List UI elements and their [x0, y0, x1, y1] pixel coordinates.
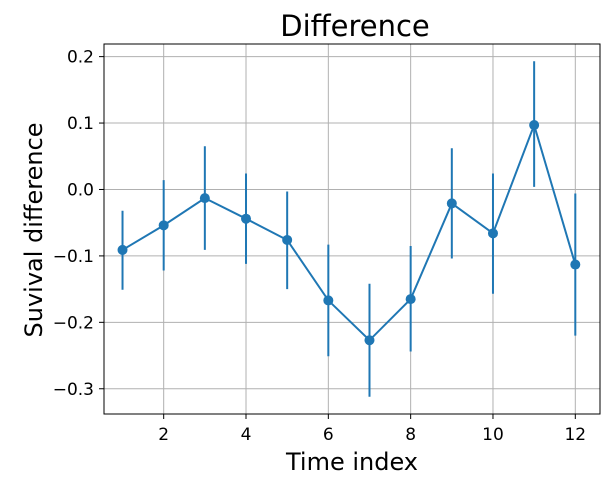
plot-frame [103, 43, 601, 415]
series-line [122, 121, 577, 342]
x-tick-label: 12 [564, 425, 586, 445]
data-point [282, 234, 293, 245]
y-tick-label: −0.2 [53, 313, 94, 333]
data-point [570, 259, 581, 270]
data-point [405, 294, 416, 305]
data-point [446, 198, 457, 209]
x-tick-label: 8 [405, 425, 416, 445]
x-tick-label: 6 [323, 425, 334, 445]
y-tick-label: 0.2 [67, 48, 94, 68]
data-point [241, 213, 252, 224]
x-axis-ticks: 2 4 6 8 10 12 [158, 414, 586, 445]
x-tick-label: 2 [158, 425, 169, 445]
grid [104, 44, 600, 414]
data-point [487, 228, 498, 239]
y-axis-label: Suvival difference [20, 122, 48, 337]
x-axis-label: Time index [285, 448, 418, 476]
data-points [117, 120, 581, 346]
y-tick-label: −0.1 [53, 247, 94, 267]
y-axis-ticks: 0.2 0.1 0.0 −0.1 −0.2 −0.3 [53, 48, 104, 400]
data-point [158, 220, 169, 231]
y-tick-label: −0.3 [53, 380, 94, 400]
data-point [117, 244, 128, 255]
x-tick-label: 4 [241, 425, 252, 445]
data-point [529, 120, 540, 131]
y-tick-label: 0.0 [67, 180, 94, 200]
data-point [364, 335, 375, 346]
chart-title: Difference [280, 9, 430, 43]
data-point [323, 295, 334, 306]
x-tick-label: 10 [482, 425, 504, 445]
data-point [199, 193, 210, 204]
series-line-layer [122, 121, 577, 342]
error-bars [121, 61, 577, 397]
y-tick-label: 0.1 [67, 114, 94, 134]
